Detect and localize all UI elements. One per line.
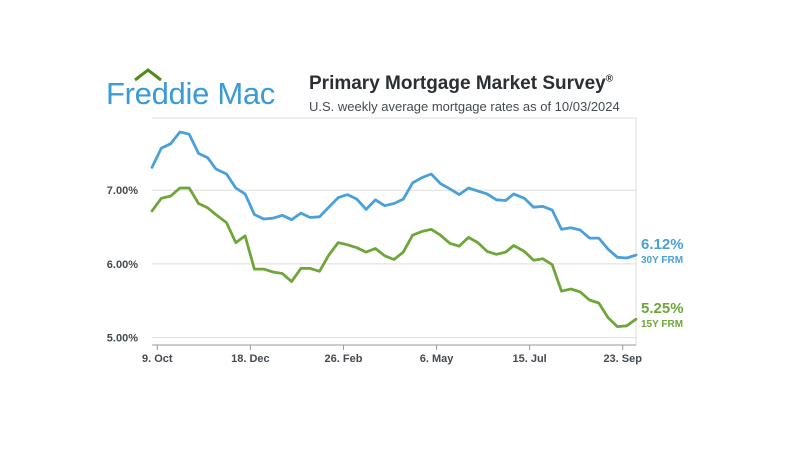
house-roof-icon: [134, 68, 162, 82]
freddie-mac-logo: Freddie Mac: [106, 66, 296, 114]
x-tick-label: 18. Dec: [231, 353, 270, 365]
axes: 5.00% 6.00% 7.00% 9. Oct 18. Dec 26. Feb 6. Ma…: [107, 185, 642, 365]
series-end-value: 5.25%: [641, 300, 684, 317]
series-line-30y-frm: [150, 130, 638, 260]
series-end-name: 30Y FRM: [641, 255, 683, 266]
series-line-15y-frm: [150, 186, 638, 329]
series-end-value: 6.12%: [641, 236, 684, 253]
series: [150, 130, 638, 329]
y-tick-label: 7.00%: [107, 185, 138, 197]
y-tick-label: 6.00%: [107, 259, 138, 271]
y-tick-label: 5.00%: [107, 333, 138, 345]
logo-text: Freddie Mac: [106, 76, 275, 111]
end-labels: 6.12% 30Y FRM 5.25% 15Y FRM: [641, 236, 684, 330]
registered-mark: ®: [605, 73, 614, 85]
title-text: Primary Mortgage Market Survey: [309, 73, 606, 94]
page-subtitle: U.S. weekly average mortgage rates as of…: [309, 99, 620, 114]
x-tick-label: 15. Jul: [513, 353, 547, 365]
x-tick-label: 6. May: [420, 353, 455, 365]
page-title: Primary Mortgage Market Survey®: [309, 73, 613, 95]
series-end-name: 15Y FRM: [641, 319, 683, 330]
x-tick-label: 23. Sep: [603, 353, 642, 365]
x-tick-label: 9. Oct: [142, 353, 173, 365]
grid: [152, 117, 637, 345]
x-tick-label: 26. Feb: [325, 353, 363, 365]
